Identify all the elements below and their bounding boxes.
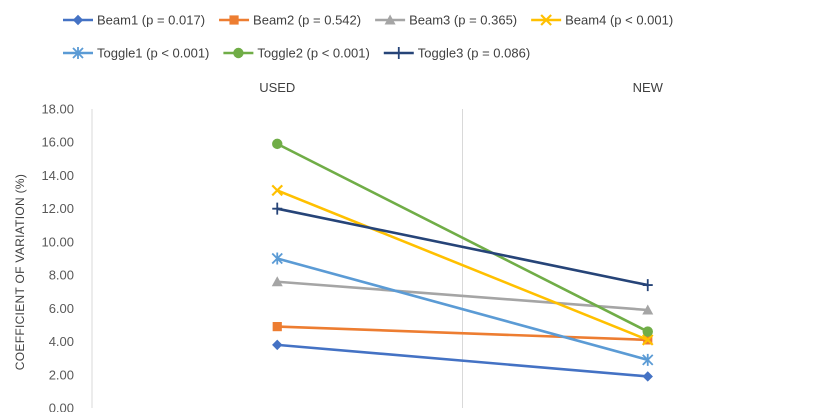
y-tick-label: 0.00 — [49, 401, 74, 412]
legend-item-beam3: Beam3 (p = 0.365) — [375, 13, 517, 28]
y-tick-label: 4.00 — [49, 334, 74, 349]
legend-item-beam2-marker — [229, 15, 239, 25]
series-toggle3-point — [642, 279, 653, 292]
series-beam4-point — [271, 184, 284, 197]
x-category-label: NEW — [633, 80, 664, 95]
series-toggle1-point — [271, 252, 283, 265]
series-beam4-point — [641, 334, 654, 346]
legend-item-toggle3-marker — [393, 47, 404, 59]
y-tick-label: 18.00 — [41, 102, 74, 117]
series-toggle1 — [271, 252, 654, 366]
legend-item-toggle2-label: Toggle2 (p < 0.001) — [257, 46, 369, 61]
series-toggle2-point — [272, 138, 283, 150]
chart-legend: Beam1 (p = 0.017) Beam2 (p = 0.542) Beam3 … — [63, 13, 673, 61]
series-beam1-line — [277, 343, 648, 378]
y-tick-label: 2.00 — [49, 367, 74, 382]
series-toggle2-point — [642, 326, 653, 337]
legend-item-beam4-marker — [540, 14, 552, 26]
legend-item-toggle2-marker — [233, 47, 244, 59]
series-beam4 — [271, 184, 654, 346]
legend-item-beam1-label: Beam1 (p = 0.017) — [97, 13, 205, 28]
legend-item-beam4-label: Beam4 (p < 0.001) — [565, 13, 673, 28]
series-toggle3-line — [276, 207, 649, 287]
series-toggle3-point — [272, 202, 283, 215]
series-beam1-point — [272, 339, 283, 351]
legend-item-beam1: Beam1 (p = 0.017) — [63, 13, 205, 28]
plot-area: 0.00 2.00 4.00 6.00 8.00 10.00 12.00 14.00 16.00… — [41, 80, 663, 412]
y-tick-label: 8.00 — [49, 268, 74, 283]
series-beam3-line — [277, 280, 648, 312]
legend-item-beam2-label: Beam2 (p = 0.542) — [253, 13, 361, 28]
series-beam3 — [271, 276, 654, 315]
legend-item-beam1-marker — [72, 14, 84, 26]
legend-item-beam2: Beam2 (p = 0.542) — [219, 13, 361, 28]
legend-item-beam3-label: Beam3 (p = 0.365) — [409, 13, 517, 28]
legend-item-toggle2: Toggle2 (p < 0.001) — [223, 46, 370, 61]
series-beam2-line — [277, 325, 648, 342]
legend-item-toggle1-marker — [72, 47, 84, 59]
legend-item-toggle1-label: Toggle1 (p < 0.001) — [97, 46, 209, 61]
y-axis-title: COEFFICIENT OF VARIATION (%) — [13, 174, 27, 370]
series-beam2-point — [272, 322, 282, 332]
series-toggle1-line — [276, 257, 649, 362]
series-toggle2-line — [276, 142, 649, 333]
legend-item-beam3-marker — [384, 14, 396, 25]
series-toggle1-point — [642, 353, 654, 366]
y-tick-label: 12.00 — [41, 201, 74, 216]
series-beam1-point — [642, 371, 653, 382]
series-toggle3 — [272, 202, 653, 292]
series-beam3-point — [271, 276, 283, 287]
x-category-label: USED — [259, 80, 295, 95]
series-beam1 — [272, 339, 653, 382]
legend-item-toggle3: Toggle3 (p = 0.086) — [383, 46, 530, 61]
legend-item-toggle3-label: Toggle3 (p = 0.086) — [418, 46, 530, 61]
y-tick-label: 16.00 — [41, 135, 74, 150]
series-beam3-point — [642, 304, 654, 315]
series-toggle2 — [272, 138, 653, 337]
y-tick-label: 10.00 — [41, 234, 74, 249]
y-tick-label: 6.00 — [49, 301, 74, 316]
legend-item-toggle1: Toggle1 (p < 0.001) — [63, 46, 209, 61]
y-tick-label: 14.00 — [41, 168, 74, 183]
series-beam4-line — [276, 189, 649, 342]
legend-item-beam4: Beam4 (p < 0.001) — [531, 13, 673, 28]
